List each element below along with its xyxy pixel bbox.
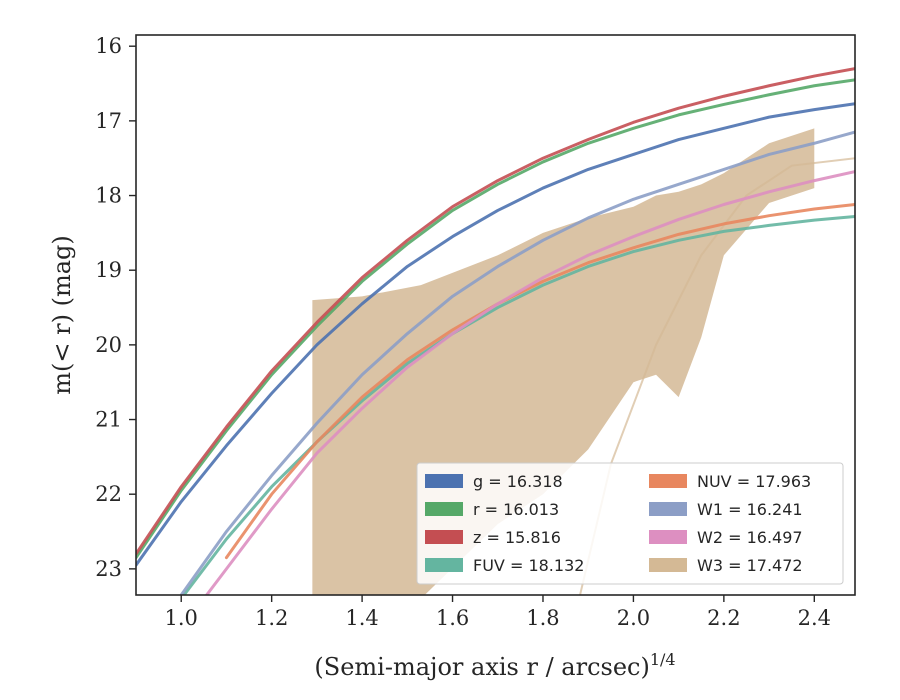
y-tick-label: 23 xyxy=(95,557,122,581)
legend-label: W2 = 16.497 xyxy=(697,528,803,547)
legend-swatch xyxy=(649,474,687,488)
legend-label: W1 = 16.241 xyxy=(697,500,803,519)
x-tick-label: 1.2 xyxy=(255,606,288,630)
series-line-6 xyxy=(204,170,855,595)
x-tick-label: 2.4 xyxy=(798,606,831,630)
x-tick-label: 2.2 xyxy=(707,606,740,630)
y-tick-label: 21 xyxy=(95,408,122,432)
y-tick-label: 22 xyxy=(95,482,122,506)
legend-label: FUV = 18.132 xyxy=(473,556,584,575)
legend: g = 16.318 r = 16.013 z = 15.816 FUV = 18.1… xyxy=(416,462,844,585)
x-tick-label: 1.4 xyxy=(345,606,378,630)
legend-label: r = 16.013 xyxy=(473,500,559,519)
x-axis-title: (Semi-major axis r / arcsec)1/4 xyxy=(314,650,675,681)
legend-label: W3 = 17.472 xyxy=(697,556,803,575)
plot-frame xyxy=(135,34,856,596)
x-tick-label: 1.0 xyxy=(165,606,198,630)
y-tick-label: 17 xyxy=(95,109,122,133)
series-line-3 xyxy=(182,214,855,595)
y-tick-label: 20 xyxy=(95,333,122,357)
legend-swatch xyxy=(425,530,463,544)
y-tick-label: 16 xyxy=(95,34,122,58)
x-tick-label: 1.8 xyxy=(526,606,559,630)
legend-swatch xyxy=(425,558,463,572)
y-tick-label: 18 xyxy=(95,184,122,208)
series-line-5 xyxy=(179,130,855,595)
x-axis-title-superscript: 1/4 xyxy=(650,650,676,669)
x-tick-label: 2.0 xyxy=(617,606,650,630)
x-axis: 1.0 1.2 1.4 1.6 1.8 2.0 2.2 2.4 xyxy=(165,595,831,630)
y-axis-title: m(< r) (mag) xyxy=(48,235,76,394)
series-line-2 xyxy=(136,67,855,556)
y-tick-label: 19 xyxy=(95,258,122,282)
series-line-1 xyxy=(136,78,855,560)
legend-label: NUV = 17.963 xyxy=(697,472,811,491)
x-tick-label: 1.6 xyxy=(436,606,469,630)
legend-label: g = 16.318 xyxy=(473,472,563,491)
legend-swatch xyxy=(649,558,687,572)
legend-swatch xyxy=(425,502,463,516)
legend-swatch xyxy=(425,474,463,488)
legend-swatch xyxy=(649,530,687,544)
series-line-0 xyxy=(136,102,855,567)
legend-label: z = 15.816 xyxy=(473,528,561,547)
series-line-4 xyxy=(224,202,855,560)
legend-box xyxy=(416,462,844,585)
legend-swatch xyxy=(649,502,687,516)
y-axis: 16 17 18 19 20 21 22 23 xyxy=(95,34,136,581)
